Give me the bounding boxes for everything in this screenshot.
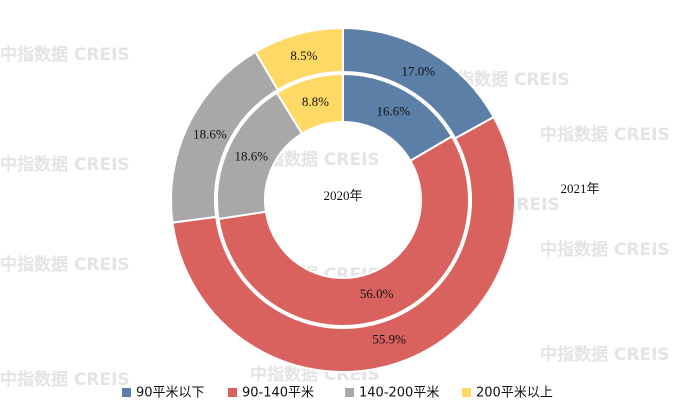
- watermark: 中指数据 CREIS: [0, 154, 130, 175]
- legend-label: 140-200平米: [359, 386, 439, 401]
- rings: 16.6% 56.0% 18.6% 8.8% 17.0% 55.9% 18.6% 8.5%: [170, 26, 516, 373]
- watermark: 中指数据 CREIS: [250, 149, 380, 170]
- legend-label: 90平米以下: [136, 386, 205, 401]
- legend-label: 200平米以上: [476, 386, 553, 401]
- outer-series-label: 2021年: [560, 181, 599, 196]
- watermark: 中指数据 CREIS: [440, 69, 570, 90]
- data-label: 16.6%: [377, 103, 411, 118]
- watermark: 中指数据 CREIS: [540, 344, 670, 365]
- legend-swatch: [345, 388, 354, 397]
- watermark: 中指数据 CREIS: [0, 44, 130, 65]
- watermark: 中指数据 CREIS: [0, 369, 130, 390]
- legend-swatch: [228, 388, 237, 397]
- legend-swatch: [122, 388, 131, 397]
- watermark: 中指数据 CREIS: [540, 239, 670, 260]
- data-label: 18.6%: [193, 126, 227, 141]
- legend: 90平米以下 90-140平米 140-200平米 200平米以上: [122, 386, 553, 401]
- donut-segment: [254, 26, 344, 92]
- watermark: 中指数据 CREIS: [540, 124, 670, 145]
- data-label: 55.9%: [372, 332, 406, 347]
- donut-segment: [171, 115, 516, 373]
- legend-label: 90-140平米: [242, 386, 314, 401]
- data-label: 56.0%: [360, 286, 394, 301]
- legend-swatch: [462, 388, 471, 397]
- donut-segment: [217, 135, 470, 327]
- inner-series-label: 2020年: [323, 188, 362, 203]
- watermark: 中指数据 CREIS: [0, 254, 130, 275]
- data-label: 18.6%: [235, 149, 269, 164]
- data-label: 8.5%: [290, 48, 317, 63]
- data-label: 8.8%: [302, 94, 329, 109]
- data-label: 17.0%: [402, 64, 436, 79]
- donut-segment: [275, 72, 344, 135]
